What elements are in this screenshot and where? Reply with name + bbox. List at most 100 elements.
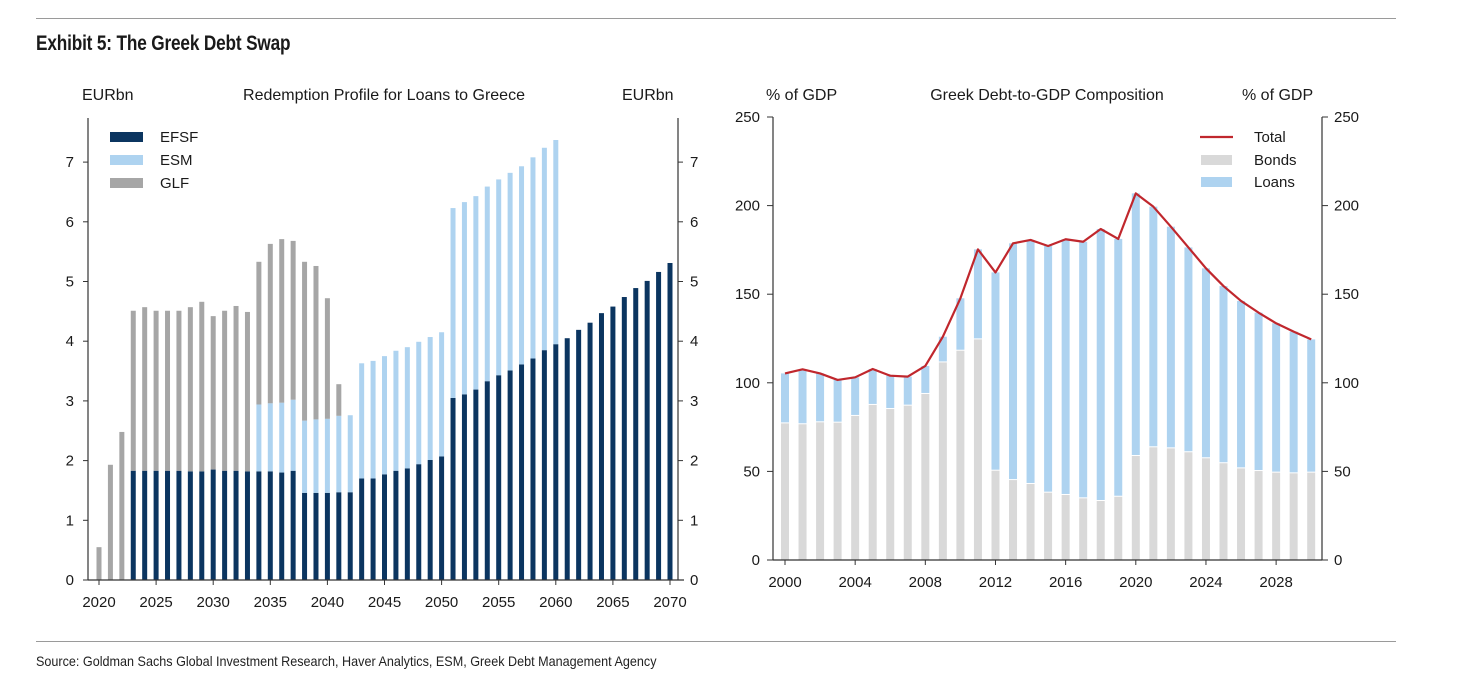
bar-bonds-2030 [1307, 472, 1316, 560]
bar-bonds-2029 [1289, 473, 1298, 560]
y-tick-label-right: 200 [1334, 198, 1359, 215]
left-chart-ylabel-right: EURbn [622, 87, 674, 104]
x-tick-label: 2028 [1259, 574, 1292, 591]
y-tick-label-right: 0 [1334, 552, 1342, 569]
bar-loans-2011 [973, 249, 982, 339]
bar-efsf-2060 [553, 344, 559, 580]
bar-efsf-2028 [187, 471, 193, 580]
right-chart-ylabel-right: % of GDP [1242, 87, 1313, 104]
bar-loans-2015 [1044, 246, 1053, 492]
y-tick-label-right: 150 [1334, 286, 1359, 303]
bar-bonds-2016 [1061, 494, 1070, 560]
bar-loans-2007 [903, 376, 912, 405]
bar-esm-2041 [336, 415, 342, 493]
x-tick-label: 2004 [838, 574, 871, 591]
bar-esm-2045 [382, 356, 387, 475]
y-tick-label-left: 6 [66, 214, 74, 231]
bar-glf-2037 [290, 240, 296, 400]
x-tick-label: 2035 [254, 594, 287, 611]
bar-efsf-2031 [222, 470, 228, 580]
bar-bonds-2000 [781, 423, 789, 560]
bar-bonds-2025 [1219, 463, 1228, 560]
x-tick-label: 2016 [1049, 574, 1082, 591]
bar-efsf-2040 [324, 492, 330, 580]
bar-esm-2047 [404, 347, 410, 469]
bar-loans-2010 [956, 298, 965, 350]
right-chart: 0 0 50 50 100 100 150 150 200 200 250 250 2000 2004 20… [735, 109, 1359, 591]
bar-esm-2038 [302, 420, 308, 493]
y-tick-label-right: 1 [690, 512, 698, 529]
bar-bonds-2005 [868, 404, 877, 560]
bar-glf-2032 [233, 305, 239, 471]
right-chart-ylabel-left: % of GDP [766, 87, 837, 104]
bar-loans-2030 [1307, 339, 1316, 472]
x-tick-label: 2045 [368, 594, 401, 611]
bar-glf-2031 [222, 310, 228, 471]
legend-swatch-bonds [1201, 155, 1232, 165]
bar-efsf-2070 [667, 262, 673, 580]
x-tick-label: 2050 [425, 594, 458, 611]
bar-bonds-2022 [1166, 448, 1175, 560]
bar-bonds-2011 [973, 339, 982, 560]
bar-efsf-2068 [644, 280, 650, 580]
bar-efsf-2030 [210, 469, 216, 580]
bar-glf-2027 [176, 310, 182, 471]
bar-bonds-2004 [851, 415, 860, 560]
bar-loans-2022 [1166, 226, 1175, 448]
legend-label-efsf: EFSF [160, 129, 198, 146]
bar-loans-2013 [1009, 243, 1018, 480]
bar-bonds-2003 [833, 422, 842, 560]
top-rule [36, 18, 1396, 19]
y-tick-label-left: 200 [735, 198, 760, 215]
bar-esm-2051 [450, 208, 456, 398]
bar-glf-2033 [244, 311, 250, 472]
bar-efsf-2035 [267, 471, 273, 580]
bar-esm-2048 [416, 341, 422, 465]
bar-esm-2044 [370, 360, 376, 479]
x-tick-label: 2000 [768, 574, 801, 591]
legend-label-bonds: Bonds [1254, 152, 1297, 169]
bar-esm-2043 [359, 363, 365, 479]
bar-glf-2035 [267, 243, 273, 404]
bar-efsf-2052 [461, 394, 467, 580]
bar-loans-2019 [1114, 238, 1123, 496]
bar-efsf-2034 [256, 471, 262, 580]
y-tick-label-left: 1 [66, 512, 74, 529]
bar-bonds-2019 [1114, 496, 1123, 560]
bar-efsf-2055 [496, 375, 502, 580]
bar-bonds-2017 [1079, 498, 1088, 560]
bar-glf-2020 [96, 547, 102, 580]
y-tick-label-left: 0 [752, 552, 760, 569]
bar-esm-2035 [267, 403, 273, 472]
bar-bonds-2013 [1009, 480, 1018, 560]
bar-esm-2034 [256, 404, 262, 472]
x-tick-label: 2024 [1189, 574, 1222, 591]
bar-bonds-2008 [921, 393, 930, 560]
bar-esm-2058 [530, 157, 536, 359]
bar-efsf-2054 [484, 381, 490, 580]
x-tick-label: 2065 [596, 594, 629, 611]
bar-glf-2029 [199, 301, 205, 472]
bar-efsf-2048 [416, 464, 422, 580]
bar-glf-2036 [279, 239, 285, 403]
bar-bonds-2006 [886, 409, 895, 560]
bar-efsf-2037 [290, 470, 296, 580]
bar-efsf-2046 [393, 470, 399, 580]
bar-loans-2020 [1131, 193, 1140, 455]
bar-bonds-2027 [1254, 471, 1263, 560]
bar-efsf-2038 [302, 492, 308, 580]
bar-efsf-2023 [130, 470, 136, 580]
bar-efsf-2059 [541, 350, 547, 580]
bar-esm-2054 [484, 186, 490, 382]
bar-glf-2034 [256, 261, 262, 405]
source-note: Source: Goldman Sachs Global Investment … [36, 653, 657, 669]
y-tick-label-right: 5 [690, 274, 698, 291]
bar-loans-2008 [921, 365, 930, 393]
bar-bonds-2009 [938, 362, 947, 560]
bar-bonds-2002 [816, 422, 825, 560]
bar-efsf-2041 [336, 492, 342, 580]
bar-glf-2040 [324, 298, 330, 419]
bar-efsf-2036 [279, 472, 285, 580]
bar-glf-2026 [165, 310, 171, 471]
bar-glf-2021 [107, 464, 113, 580]
